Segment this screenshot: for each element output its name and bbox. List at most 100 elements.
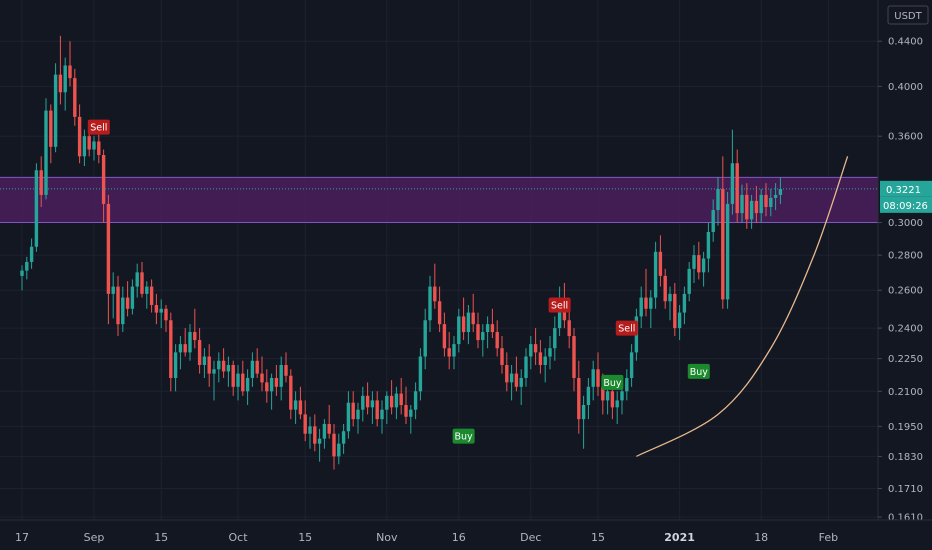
candle-body	[529, 344, 533, 357]
candle	[653, 241, 658, 309]
candle-body	[533, 344, 538, 353]
candle-body	[514, 373, 519, 387]
signal-labels: Sell Buy Sell Sell Buy Buy	[87, 119, 710, 444]
candle-body	[754, 200, 759, 214]
candle	[97, 133, 101, 164]
candle-body	[97, 141, 101, 155]
currency-badge[interactable]	[887, 5, 929, 25]
candle	[197, 328, 202, 374]
candle	[682, 286, 687, 325]
candle	[308, 416, 312, 449]
candle	[317, 428, 322, 462]
date-tick-label: 2021	[664, 531, 695, 544]
candle-body	[149, 286, 154, 306]
candle-body	[260, 373, 264, 383]
date-tick-label: Nov	[376, 531, 398, 544]
price-axis-background	[878, 0, 932, 550]
price-axis[interactable]: 0.4400 0.4000 0.3600 0.3000 0.2800 0.2600 0.24…	[877, 0, 932, 550]
candle	[58, 35, 63, 105]
candle	[77, 104, 82, 164]
candle	[701, 251, 706, 287]
candle	[389, 380, 394, 415]
candle-body	[68, 65, 72, 79]
candle	[121, 286, 125, 333]
candle-body	[423, 320, 427, 357]
candle-body	[231, 364, 235, 387]
candle-body	[442, 324, 447, 349]
candle-body	[289, 375, 293, 410]
currency-label[interactable]: USDT	[887, 5, 929, 25]
candle	[217, 352, 221, 383]
candle	[293, 391, 298, 424]
sell-signal: Sell	[548, 297, 571, 313]
candle	[375, 391, 379, 427]
candle-body	[692, 255, 696, 269]
candle	[404, 386, 408, 424]
candle	[644, 268, 648, 317]
candle-body	[116, 286, 120, 325]
candle	[92, 136, 96, 161]
candle-body	[269, 377, 274, 392]
candle-body	[673, 293, 677, 329]
candle-body	[625, 377, 629, 392]
candle-body	[337, 443, 341, 457]
candle	[687, 261, 691, 302]
candle	[106, 194, 111, 325]
candle	[125, 281, 130, 317]
candle-body	[658, 251, 663, 276]
date-tick-label: Sep	[84, 531, 105, 544]
candle	[476, 312, 480, 349]
candle-body	[130, 286, 135, 309]
candle-body	[212, 369, 216, 374]
candle-body	[361, 395, 365, 410]
candle	[29, 238, 34, 269]
candle-body	[332, 433, 336, 457]
candle-body	[298, 400, 303, 415]
candle-body	[615, 400, 619, 408]
candle-body	[265, 382, 269, 392]
candle	[543, 348, 547, 383]
candle-body	[452, 344, 456, 357]
candle-body	[682, 293, 687, 313]
candle-body	[505, 364, 509, 383]
candle	[500, 336, 504, 374]
candle	[236, 364, 240, 401]
candle	[428, 275, 432, 333]
candle-body	[20, 270, 24, 276]
date-tick-label: 15	[298, 531, 312, 544]
trend-curve	[636, 156, 849, 458]
candle-body	[577, 377, 581, 420]
price-tick-label: 0.2600	[888, 286, 923, 297]
candle	[452, 336, 456, 370]
candle	[625, 369, 629, 401]
price-tick-label: 0.2800	[888, 251, 923, 262]
candle	[73, 68, 77, 126]
candle	[721, 156, 725, 309]
signal-badge	[548, 297, 571, 313]
candle-body	[769, 197, 773, 207]
candle	[749, 194, 754, 229]
date-tick-label: Oct	[228, 531, 248, 544]
candle-body	[221, 360, 226, 372]
candle-body	[596, 369, 600, 387]
candle	[409, 405, 413, 434]
candle	[241, 360, 245, 396]
candle-body	[159, 308, 163, 313]
time-axis[interactable]: 17 Sep 15 Oct 15 Nov 16 Dec 15 2021 18 Feb	[0, 519, 932, 550]
candle	[53, 63, 58, 153]
candle-body	[207, 356, 211, 374]
candle	[313, 414, 317, 452]
candle-body	[365, 395, 370, 408]
date-tick-label: 17	[15, 531, 29, 544]
candle	[524, 348, 528, 387]
candle	[20, 265, 24, 291]
candle-body	[341, 431, 346, 444]
candle	[327, 405, 331, 439]
candle-body	[476, 324, 480, 341]
candle-body	[519, 377, 523, 387]
candle	[572, 328, 576, 392]
date-tick-label: 15	[154, 531, 168, 544]
candle	[773, 183, 778, 211]
